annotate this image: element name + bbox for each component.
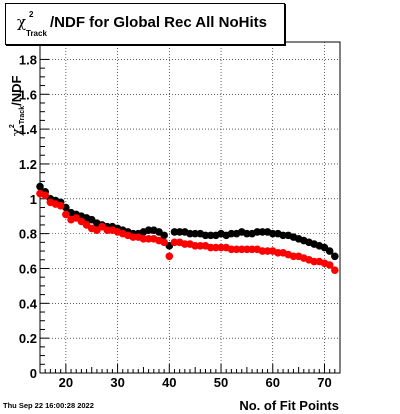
chart-title: /NDF for Global Rec All NoHits [50, 14, 267, 31]
plot-area [39, 41, 341, 374]
axis-ticks [39, 58, 341, 374]
y-tick-label: 1.4 [19, 122, 38, 137]
data-point-series-1 [62, 210, 70, 219]
y-tick-label: 0.8 [19, 227, 37, 242]
title-chi-symbol: χ [17, 13, 27, 31]
y-tick-label: 0.4 [19, 296, 38, 311]
tick-labels: 20 30 40 50 60 70 0 0.2 0.4 0.6 0.8 1 1.2 1.4 1.6 1.8 [19, 52, 332, 390]
chart-title-box: χ 2 Track /NDF for Global Rec All NoHits [5, 3, 285, 45]
date-stamp: Thu Sep 22 16:00:28 2022 [3, 401, 94, 410]
x-axis-label: No. of Fit Points [239, 398, 339, 413]
data-point-series-1 [331, 266, 339, 275]
y-label-superscript: 2 [9, 124, 16, 129]
data-point-series-0 [36, 182, 44, 191]
y-tick-label: 1.6 [19, 87, 37, 102]
x-tick-label: 20 [59, 375, 73, 390]
y-label-subscript: Track [19, 105, 26, 125]
y-tick-label: 1.2 [19, 157, 37, 172]
x-tick-label: 50 [214, 375, 228, 390]
y-tick-label: 0 [30, 366, 37, 381]
data-point-series-1 [160, 238, 168, 247]
y-tick-label: 1 [30, 192, 37, 207]
y-label-chi: χ [10, 128, 25, 136]
y-label-ndf: /NDF [9, 75, 24, 106]
data-point-series-1 [56, 201, 65, 210]
y-tick-label: 1.8 [19, 52, 37, 67]
data-point-series-1 [325, 261, 334, 269]
data-point-series-0 [325, 247, 334, 255]
data-point-series-1 [41, 191, 49, 200]
data-points [36, 182, 339, 275]
data-point-series-0 [331, 252, 339, 261]
data-point-series-0 [160, 231, 168, 240]
x-tick-label: 30 [110, 375, 124, 390]
data-point-series-1 [165, 252, 174, 261]
x-tick-label: 40 [162, 375, 176, 390]
y-tick-label: 0.2 [19, 331, 37, 346]
y-tick-label: 0.6 [19, 261, 37, 276]
x-tick-label: 70 [317, 375, 331, 390]
y-axis-label: χ2Track/NDF [6, 70, 46, 140]
x-tick-label: 60 [266, 375, 280, 390]
title-subscript: Track [26, 29, 47, 38]
title-superscript: 2 [29, 10, 34, 19]
